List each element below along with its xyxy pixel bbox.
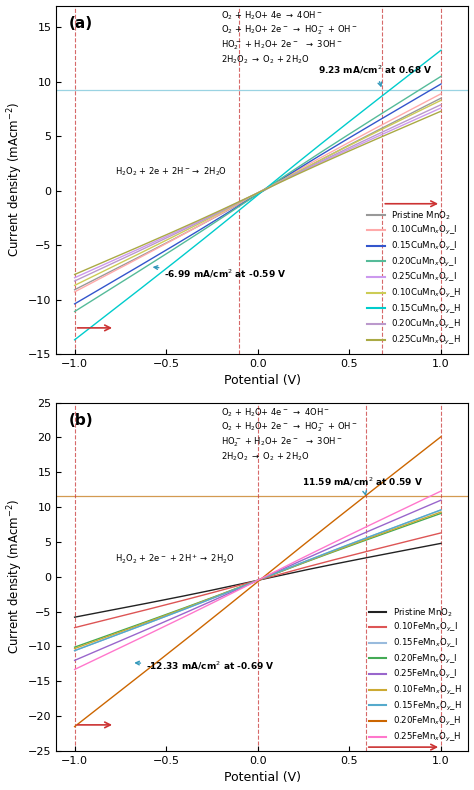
Text: -6.99 mA/cm$^2$ at -0.59 V: -6.99 mA/cm$^2$ at -0.59 V xyxy=(154,265,287,280)
Y-axis label: Current density (mAcm$^{-2}$): Current density (mAcm$^{-2}$) xyxy=(6,102,25,258)
Text: H$_2$O$_2$ + 2e$^-$ + 2H$^+$$\rightarrow$ 2H$_2$O: H$_2$O$_2$ + 2e$^-$ + 2H$^+$$\rightarrow… xyxy=(115,553,235,566)
Text: -12.33 mA/cm$^2$ at -0.69 V: -12.33 mA/cm$^2$ at -0.69 V xyxy=(136,660,275,672)
Text: 9.23 mA/cm$^2$ at 0.68 V: 9.23 mA/cm$^2$ at 0.68 V xyxy=(318,64,433,86)
Text: (b): (b) xyxy=(69,413,93,428)
Text: H$_2$O$_2$ + 2e + 2H$^-$$\rightarrow$ 2H$_2$O: H$_2$O$_2$ + 2e + 2H$^-$$\rightarrow$ 2H… xyxy=(115,166,227,179)
X-axis label: Potential (V): Potential (V) xyxy=(224,374,301,387)
Text: 11.59 mA/cm$^2$ at 0.59 V: 11.59 mA/cm$^2$ at 0.59 V xyxy=(302,476,423,495)
Y-axis label: Current density (mAcm$^{-2}$): Current density (mAcm$^{-2}$) xyxy=(6,499,25,654)
Text: O$_2$ + H$_2$O+ 4e$^-$ $\rightarrow$ 4OH$^-$
O$_2$ + H$_2$O+ 2e$^-$ $\rightarrow: O$_2$ + H$_2$O+ 4e$^-$ $\rightarrow$ 4OH… xyxy=(221,406,357,464)
Legend: Pristine MnO$_2$, 0.10CuMn$_x$O$_y$_I, 0.15CuMn$_x$O$_y$_I, 0.20CuMn$_x$O$_y$_I,: Pristine MnO$_2$, 0.10CuMn$_x$O$_y$_I, 0… xyxy=(365,207,464,350)
Text: O$_2$ + H$_2$O+ 4e $\rightarrow$ 4OH$^-$
O$_2$ + H$_2$O+ 2e$^-$ $\rightarrow$ HO: O$_2$ + H$_2$O+ 4e $\rightarrow$ 4OH$^-$… xyxy=(221,9,357,66)
Text: (a): (a) xyxy=(69,16,93,31)
X-axis label: Potential (V): Potential (V) xyxy=(224,772,301,784)
Legend: Pristine MnO$_2$, 0.10FeMn$_x$O$_y$_I, 0.15FeMn$_x$O$_y$_I, 0.20FeMn$_x$O$_y$_I,: Pristine MnO$_2$, 0.10FeMn$_x$O$_y$_I, 0… xyxy=(366,604,464,747)
